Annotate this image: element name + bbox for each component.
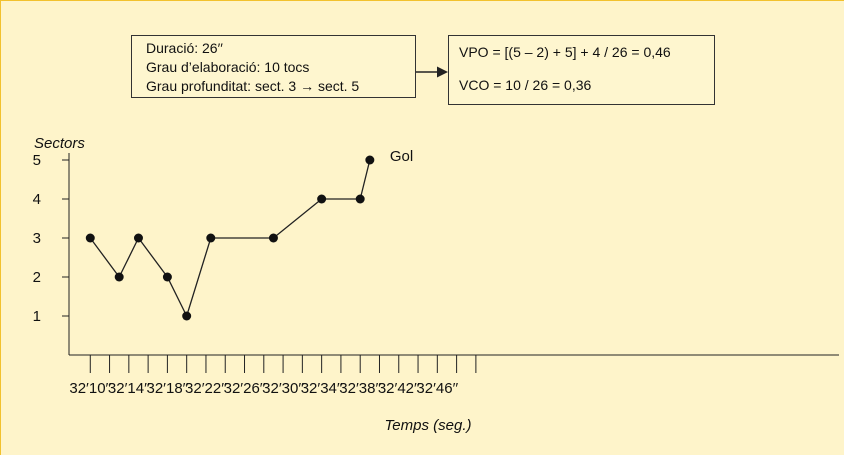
x-tick-label: 32′10′′ [69, 380, 111, 397]
info-elaboration: Grau d’elaboració: 10 tocs [146, 59, 310, 75]
x-tick-label: 32′14′′ [108, 380, 150, 397]
info-duration: Duració: 26′′ [146, 40, 223, 56]
y-tick-label: 4 [33, 191, 41, 208]
y-tick-label: 3 [33, 230, 41, 247]
data-point [355, 194, 365, 204]
connector-arrow-head [437, 66, 448, 78]
data-point [206, 233, 216, 243]
x-tick-label: 32′46′′ [416, 380, 458, 397]
info-depth: Grau profunditat: sect. 3 → sect. 5 [146, 78, 360, 94]
data-point [114, 272, 124, 282]
data-point [85, 233, 95, 243]
y-tick-label: 1 [33, 308, 41, 325]
formula-vco: VCO = 10 / 26 = 0,36 [459, 77, 592, 93]
annotation-gol: Gol [390, 148, 413, 165]
data-point [182, 311, 192, 321]
data-point [268, 233, 278, 243]
series-line [89, 159, 371, 318]
formula-box: VPO = [(5 – 2) + 5] + 4 / 26 = 0,46 VCO … [448, 35, 715, 105]
x-tick-label: 32′38′′ [339, 380, 381, 397]
x-tick-label: 32′18′′ [146, 380, 188, 397]
y-axis-title: Sectors [34, 135, 85, 152]
x-axis-title: Temps (seg.) [385, 417, 472, 434]
x-tick-label: 32′34′′ [301, 380, 343, 397]
x-tick-label: 32′42′′ [378, 380, 420, 397]
x-tick-label: 32′22′′ [185, 380, 227, 397]
data-point [365, 155, 375, 165]
y-tick-label: 5 [33, 152, 41, 169]
y-tick-label: 2 [33, 269, 41, 286]
data-point [162, 272, 172, 282]
data-point [133, 233, 143, 243]
formula-vpo: VPO = [(5 – 2) + 5] + 4 / 26 = 0,46 [459, 44, 671, 60]
data-point [317, 194, 327, 204]
info-box: Duració: 26′′ Grau d’elaboració: 10 tocs… [131, 35, 416, 98]
x-tick-label: 32′26′′ [224, 380, 266, 397]
x-tick-label: 32′30′′ [262, 380, 304, 397]
